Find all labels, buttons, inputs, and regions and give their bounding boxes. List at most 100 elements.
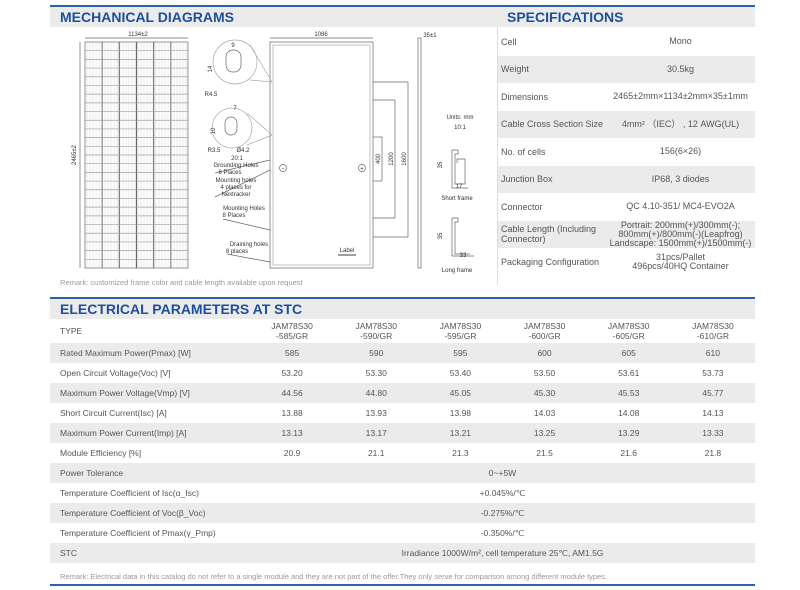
spec-value: Portrait: 200mm(+)/300mm(-); 800mm(+)/800… [606, 220, 755, 248]
type-line: -600/GR [528, 331, 561, 341]
svg-text:Short frame: Short frame [441, 196, 473, 202]
param-name: Temperature Coefficient of Voc(β_Voc) [60, 508, 206, 518]
type-line: -595/GR [444, 331, 477, 341]
param-value: 14.08 [618, 408, 640, 418]
spec-value-line: Mono [669, 36, 692, 47]
bottom-rule [50, 584, 755, 586]
svg-text:Label: Label [340, 248, 355, 254]
svg-text:35: 35 [438, 161, 444, 168]
type-line: JAM78S30 [523, 321, 566, 331]
param-value: -0.350%/℃ [480, 527, 525, 538]
table-row: Maximum Power Current(Imp) [A] 13.13 13.17… [50, 423, 755, 443]
param-value: 610 [705, 348, 720, 358]
spec-key: No. of cells [501, 146, 546, 157]
spec-key: Cable Cross Section Size [501, 119, 604, 130]
spec-row: No. of cells 156(6×26) [498, 138, 755, 166]
svg-text:2465±2: 2465±2 [72, 144, 78, 165]
param-value: 21.1 [367, 448, 385, 458]
table-row: Power Tolerance 0~+5W [50, 463, 755, 483]
param-value: 13.98 [449, 408, 472, 418]
svg-text:1200: 1200 [389, 152, 395, 166]
param-value: 44.80 [365, 388, 387, 398]
param-value: 13.93 [365, 408, 387, 418]
param-value: 21.3 [452, 448, 469, 458]
param-value: 585 [284, 348, 300, 358]
param-value: 45.53 [618, 388, 640, 398]
spec-row: Packaging Configuration 31pcs/Pallet 496pc… [498, 248, 755, 276]
param-value: 14.13 [702, 408, 724, 418]
table-row: Module Efficiency [%] 20.9 21.1 21.3 21.5 21.… [50, 443, 755, 463]
svg-text:33: 33 [460, 253, 467, 259]
electrical-remark: Remark: Electrical data in this catalog … [60, 572, 608, 581]
type-line: JAM78S30 [439, 321, 482, 331]
spec-row: Cable Length (Including Connector) Portra… [498, 220, 755, 248]
spec-value-line: IP68, 3 diodes [651, 173, 710, 184]
type-header-cell: JAM78S30 -595/GR [418, 319, 502, 343]
type-line: JAM78S30 [692, 321, 734, 331]
type-header: TYPE [60, 326, 83, 336]
param-value: 45.30 [533, 388, 556, 398]
table-row: Temperature Coefficient of Voc(β_Voc) -0.… [50, 503, 755, 523]
param-value: 13.88 [281, 408, 303, 418]
svg-text:Mounting holes: Mounting holes [216, 178, 257, 184]
spec-key: Cell [501, 36, 517, 47]
svg-text:20:1: 20:1 [231, 156, 243, 162]
mechanical-diagrams-heading: MECHANICAL DIAGRAMS [50, 5, 497, 27]
svg-text:35: 35 [438, 232, 444, 239]
type-header-cell: JAM78S30 -590/GR [334, 319, 418, 343]
spec-value-line: 4mm² （IEC） , 12 AWG(UL) [621, 118, 740, 129]
svg-text:4 places for: 4 places for [220, 185, 251, 191]
param-value: 14.03 [533, 408, 556, 418]
param-value: 45.77 [702, 388, 724, 398]
type-line: JAM78S30 [607, 321, 650, 331]
param-value: 53.73 [702, 368, 724, 378]
table-row: Temperature Coefficient of Pmax(γ_Pmp) -0… [50, 523, 755, 543]
electrical-table: TYPE JAM78S30 -585/GR JAM78S30 -590/GR JAM78S… [50, 319, 755, 563]
svg-text:6 Places: 6 Places [218, 170, 241, 176]
param-value: 44.56 [281, 388, 303, 398]
table-row: Maximum Power Voltage(Vmp) [V] 44.56 44.80… [50, 383, 755, 403]
section-divider [497, 27, 498, 285]
param-value: 13.33 [702, 428, 724, 438]
table-row: STC Irradiance 1000W/m², cell temperature… [50, 543, 755, 563]
spec-value: 30.5kg [606, 64, 755, 74]
param-name: Open Circuit Voltage(Voc) [V] [60, 368, 171, 378]
spec-value-line: 800mm(+)/800mm(-)(Leapfrog) [618, 228, 743, 239]
svg-text:Ø4.2: Ø4.2 [236, 148, 250, 154]
table-row: Open Circuit Voltage(Voc) [V] 53.20 53.30 5… [50, 363, 755, 383]
param-value: 45.05 [449, 388, 472, 398]
param-name: Rated Maximum Power(Pmax) [W] [60, 348, 191, 358]
svg-text:−: − [281, 167, 285, 173]
svg-text:1134±2: 1134±2 [128, 32, 148, 38]
spec-value: 4mm² （IEC） , 12 AWG(UL) [606, 118, 755, 129]
param-value: 21.8 [704, 448, 722, 458]
type-line: -590/GR [360, 331, 393, 341]
svg-text:7: 7 [233, 106, 237, 112]
svg-text:Nextracker: Nextracker [221, 192, 250, 198]
param-value: 595 [453, 348, 468, 358]
table-header-row: TYPE JAM78S30 -585/GR JAM78S30 -590/GR JAM78S… [50, 319, 755, 343]
param-name: Temperature Coefficient of Isc(α_Isc) [60, 488, 199, 498]
svg-text:Long frame: Long frame [442, 268, 473, 274]
electrical-parameters-heading: ELECTRICAL PARAMETERS AT STC [50, 297, 755, 319]
param-value: 21.6 [620, 448, 637, 458]
svg-text:8 places: 8 places [226, 249, 248, 255]
table-row: Rated Maximum Power(Pmax) [W] 585 590 595 60… [50, 343, 755, 363]
svg-text:Mounting Holes: Mounting Holes [223, 206, 265, 212]
param-value: 53.61 [618, 368, 640, 378]
spec-row: Dimensions 2465±2mm×1134±2mm×35±1mm [498, 83, 755, 111]
spec-value-line: QC 4.10-351/ MC4-EVO2A [626, 201, 735, 212]
spec-value-line: Landscape: 1500mm(+)/1500mm(-) [609, 237, 752, 248]
param-value: 13.13 [281, 428, 303, 438]
svg-text:R4.5: R4.5 [205, 92, 218, 98]
table-row: Short Circuit Current(Isc) [A] 13.88 13.93… [50, 403, 755, 423]
spec-key: Cable Length (Including Connector) [501, 224, 597, 245]
spec-value: IP68, 3 diodes [606, 173, 755, 184]
param-value: Irradiance 1000W/m², cell temperature 25… [401, 547, 604, 558]
param-value: 13.17 [365, 428, 387, 438]
svg-text:10: 10 [211, 127, 217, 134]
type-header-cell: JAM78S30 -610/GR [671, 319, 755, 343]
param-value: 13.21 [449, 428, 472, 438]
spec-key: Junction Box [501, 174, 553, 185]
param-value: 13.29 [618, 428, 640, 438]
